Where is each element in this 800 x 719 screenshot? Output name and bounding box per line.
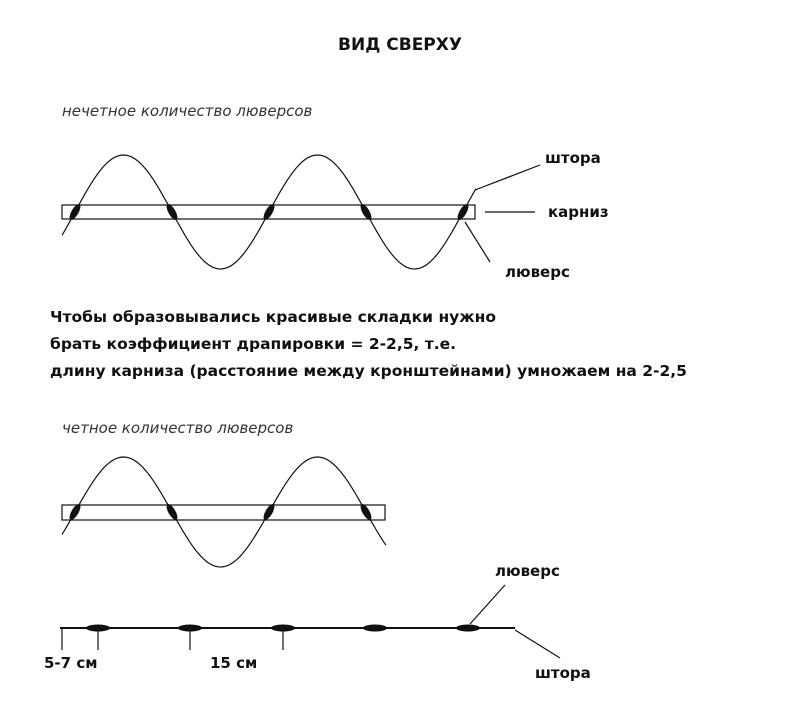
label: штора	[535, 664, 591, 682]
caption: нечетное количество люверсов	[62, 102, 313, 120]
grommet	[69, 204, 81, 220]
grommet	[363, 624, 387, 632]
grommet	[456, 624, 480, 632]
curtain-wave	[61, 456, 387, 568]
label: люверс	[505, 263, 570, 281]
rod	[61, 504, 386, 521]
leader	[474, 164, 541, 191]
dimension: 5-7 см	[44, 654, 97, 672]
grommet	[166, 504, 178, 520]
note-line: длину карниза (расстояние между кронштей…	[50, 362, 687, 380]
label: люверс	[495, 562, 560, 580]
title: ВИД СВЕРХУ	[338, 35, 462, 55]
grommet	[166, 204, 178, 220]
leader	[464, 221, 491, 263]
grommet	[360, 204, 372, 220]
leader	[469, 584, 506, 625]
grommet	[263, 504, 275, 520]
rod	[61, 204, 476, 220]
leader	[514, 629, 561, 659]
grommet	[360, 504, 372, 520]
label: карниз	[548, 203, 609, 221]
note-line: брать коэффициент драпировки = 2-2,5, т.…	[50, 335, 456, 353]
label: штора	[545, 149, 601, 167]
grommet	[263, 204, 275, 220]
caption: четное количество люверсов	[62, 419, 293, 437]
grommet	[457, 204, 469, 220]
note-line: Чтобы образовывались красивые складки ну…	[50, 308, 496, 326]
grommet	[69, 504, 81, 520]
dimension: 15 см	[210, 654, 257, 672]
